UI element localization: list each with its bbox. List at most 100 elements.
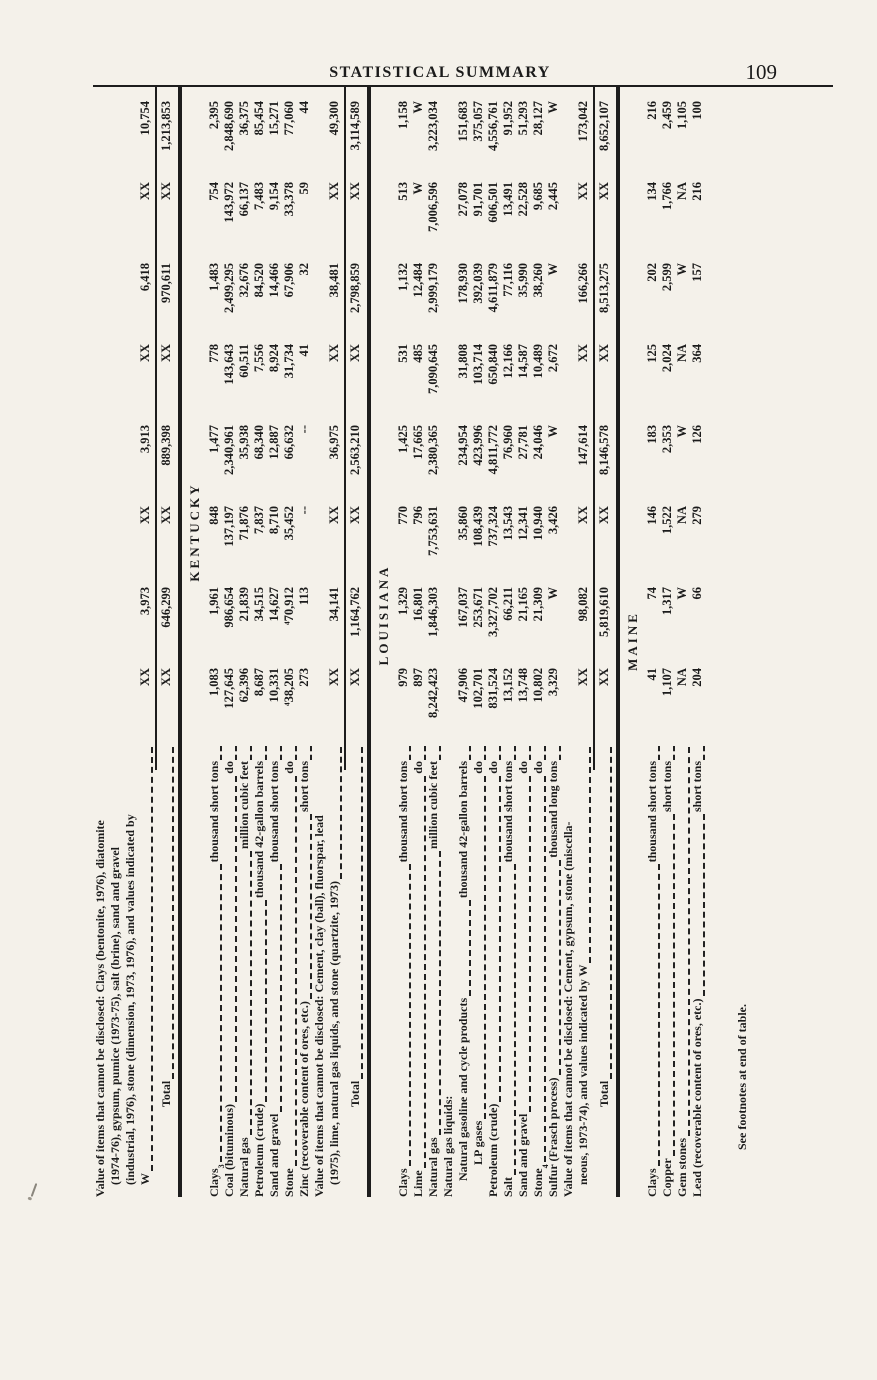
value-cell: 848: [207, 506, 221, 525]
value-cell: NA: [675, 506, 689, 525]
value-cell: 6,418: [138, 263, 152, 292]
table-row: Salt thousand short tons 13,152 66,211 13,54…: [501, 85, 516, 1197]
row-label: Total: [597, 745, 612, 1197]
section-divider-rule: [178, 85, 182, 1197]
value-cell: 1,107: [660, 668, 674, 697]
value-cell: 16,801: [411, 587, 425, 622]
row-label: Total: [159, 745, 174, 1197]
value-cell: 173,042: [576, 101, 590, 142]
value-cell: 216: [645, 101, 659, 120]
value-cell: XX: [348, 506, 362, 525]
dash-leader: [539, 775, 546, 1163]
dash-leader: [434, 746, 441, 760]
value-cell: 27,078: [456, 182, 470, 217]
page-header: STATISTICAL SUMMARY 109: [0, 60, 877, 90]
value-cell: 10,331: [267, 668, 281, 703]
dash-leader: [524, 775, 531, 1112]
value-cell: --: [297, 506, 311, 515]
label-line: Sulfur (Frasch process) thousand long ton…: [546, 745, 561, 1197]
value-cell: XX: [597, 182, 611, 201]
value-cell: 7,837: [252, 506, 266, 535]
value-cell: 32,676: [237, 263, 251, 298]
value-cell: 4,611,879: [486, 263, 500, 313]
value-cell: XX: [138, 668, 152, 687]
value-cell: 2,798,859: [348, 263, 362, 313]
label-text: Clays: [645, 1168, 659, 1197]
label-text: Clays: [396, 1168, 410, 1197]
unit-label: thousand short tons: [501, 761, 515, 863]
label-line: Natural gas million cubic feet: [426, 745, 441, 1197]
label-line: Value of items that cannot be disclosed:…: [312, 745, 327, 1197]
value-cell: 84,520: [252, 263, 266, 298]
value-cell: 1,522: [660, 506, 674, 535]
label-line: Salt thousand short tons: [501, 745, 516, 1197]
row-label: Clays thousand short tons: [645, 745, 660, 1197]
value-cell: 5,819,610: [597, 587, 611, 637]
value-cell: XX: [327, 182, 341, 201]
value-cell: 13,543: [501, 506, 515, 541]
dash-leader: [653, 746, 660, 760]
value-cell: 68,340: [252, 425, 266, 460]
label-text: Copper: [660, 1158, 674, 1197]
value-cell: 66,211: [501, 587, 515, 621]
label-line: Total: [597, 745, 612, 1197]
value-cell: 12,341: [516, 506, 530, 541]
label-text: Clays: [207, 1168, 221, 1197]
value-cell: 1,132: [396, 263, 410, 292]
label-text: Value of items that cannot be disclosed:…: [561, 821, 575, 1197]
value-cell: 1,766: [660, 182, 674, 211]
value-cell: 1,483: [207, 263, 221, 292]
value-cell: 49,300: [327, 101, 341, 136]
label-line: Coal (bituminous) do: [222, 745, 237, 1197]
value-cell: XX: [138, 506, 152, 525]
value-cell: 35,860: [456, 506, 470, 541]
unit-label: short tons: [297, 761, 311, 813]
value-cell: 98,082: [576, 587, 590, 622]
section-header-louisiana: LOUISIANA: [376, 564, 391, 666]
table-row: Lead (recoverable content of ores, etc.)…: [690, 85, 705, 1197]
table-row: Value of items that cannot be disclosed:…: [312, 85, 342, 1197]
value-cell: 423,996: [471, 425, 485, 466]
value-cell: 38,481: [327, 263, 341, 298]
section-header-maine: MAINE: [625, 611, 640, 671]
value-cell: 103,714: [471, 344, 485, 385]
table-row: Total XX 646,299 XX 889,398 XX 970,611 XX 1,213,…: [159, 85, 174, 1197]
value-cell: 32: [297, 263, 311, 276]
value-cell: 204: [690, 668, 704, 687]
label-line: Clays 3 thousand short tons: [207, 745, 226, 1197]
value-cell: NA: [675, 668, 689, 687]
table-row: Coal (bituminous) do 127,645 986,654 137,197…: [222, 85, 237, 1197]
value-cell: 21,165: [516, 587, 530, 622]
table-row: Gem stones NA W NA W NA W NA 1,105: [675, 85, 690, 1197]
label-text: Value of items that cannot be disclosed:…: [312, 815, 326, 1197]
table-row: Total XX 1,164,762 XX 2,563,210 XX 2,798,859 XX…: [348, 85, 363, 1197]
label-text: Stone: [531, 1168, 545, 1197]
value-cell: 35,452: [282, 506, 296, 541]
table-body: Value of items that cannot be disclosed:…: [93, 85, 705, 1197]
value-cell: 33,378: [282, 182, 296, 217]
dash-leader: [653, 864, 660, 1167]
value-cell: 979: [396, 668, 410, 687]
value-cell: 35,938: [237, 425, 251, 460]
value-cell: W: [546, 101, 560, 114]
value-cell: XX: [327, 344, 341, 363]
unit-label: do: [486, 761, 500, 774]
label-line: Value of items that cannot be disclosed:…: [93, 745, 108, 1197]
value-cell: 3,223,034: [426, 101, 440, 151]
row-label: Copper short tons: [660, 745, 675, 1197]
value-cell: XX: [138, 344, 152, 363]
value-cell: 14,627: [267, 587, 281, 622]
value-cell: 1,425: [396, 425, 410, 454]
value-cell: XX: [576, 344, 590, 363]
value-cell: 137,197: [222, 506, 236, 547]
label-text: (1974-76), gypsum, pumice (1973-75), sal…: [108, 847, 122, 1185]
value-cell: 392,039: [471, 263, 485, 304]
label-line: Clays thousand short tons: [645, 745, 660, 1197]
table-row: Natural gasoline and cycle products thous…: [456, 85, 471, 1197]
dash-leader: [215, 746, 222, 760]
value-cell: 1,105: [675, 101, 689, 130]
value-cell: XX: [327, 506, 341, 525]
table-row: Stone 4 do 10,802 21,309 10,940 24,046 10,489 38…: [531, 85, 550, 1197]
value-cell: 531: [396, 344, 410, 363]
dash-leader: [464, 900, 471, 996]
